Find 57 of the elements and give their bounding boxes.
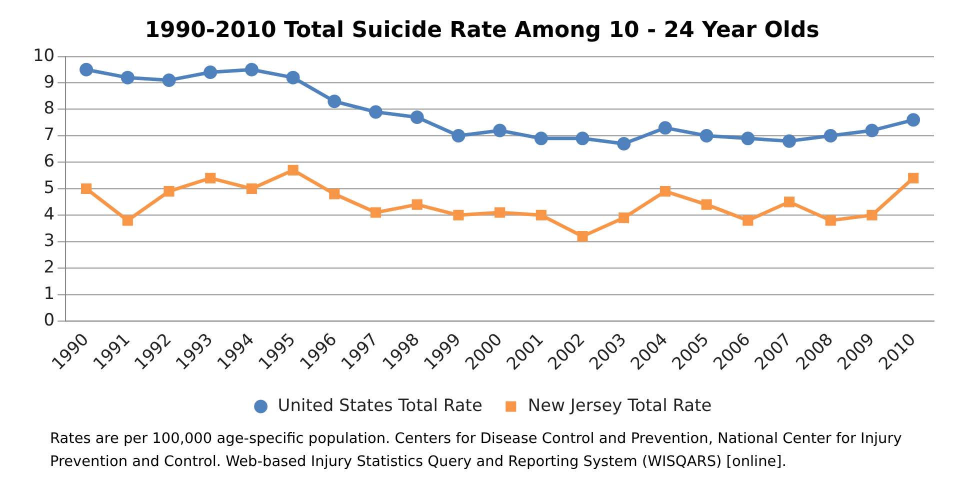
- y-tick-label: 8: [44, 98, 55, 119]
- point: [906, 113, 920, 127]
- point: [204, 66, 218, 80]
- point: [328, 94, 342, 108]
- point: [701, 199, 712, 210]
- point: [205, 172, 216, 184]
- y-tick-label: 9: [44, 72, 55, 92]
- point: [453, 210, 464, 220]
- point: [246, 183, 257, 194]
- point: [784, 196, 795, 208]
- point: [286, 70, 300, 84]
- point: [824, 129, 838, 143]
- text: Rates are per 100,000 age-specific population. Centers for Disease Control and Prevention, National Center for Injury Prevention and Control. Web-based Injury Statistics Query and Reporting System (WISQARS) [online].: [50, 430, 903, 472]
- y-tick-label: 6: [44, 152, 55, 172]
- point: [410, 110, 424, 124]
- point: [80, 62, 94, 76]
- y-tick-label: 2: [44, 257, 55, 278]
- point: [534, 132, 548, 146]
- point: [452, 129, 466, 143]
- point: [369, 105, 383, 119]
- y-tick-label: 3: [44, 231, 55, 252]
- y-tick-label: 5: [44, 178, 55, 198]
- point: [660, 186, 671, 197]
- legend-label: United States Total Rate: [278, 396, 482, 416]
- point: [370, 207, 382, 218]
- y-tick-label: 0: [44, 310, 55, 330]
- point: [120, 70, 134, 84]
- y-tick-label: 1: [44, 284, 55, 304]
- point: [576, 132, 590, 146]
- point: [536, 210, 546, 220]
- y-tick-label: 7: [44, 125, 55, 146]
- point: [618, 212, 630, 224]
- point: [908, 172, 919, 184]
- point: [825, 215, 836, 226]
- point: [741, 132, 755, 146]
- point: [782, 134, 796, 148]
- point: [493, 124, 507, 138]
- point: [122, 215, 133, 226]
- point: [288, 164, 298, 176]
- point: [244, 62, 258, 76]
- point: [865, 124, 879, 138]
- point: [494, 207, 506, 218]
- point: [866, 210, 878, 220]
- legend-label: New Jersey Total Rate: [528, 396, 712, 416]
- point: [742, 215, 754, 226]
- y-tick-label: 10: [32, 46, 55, 66]
- point: [700, 129, 714, 143]
- y-tick-label: 4: [44, 204, 55, 225]
- point: [164, 186, 174, 197]
- point: [412, 199, 422, 210]
- point: [617, 136, 631, 150]
- chart-title: 1990-2010 Total Suicide Rate Among 10 - 24 Year Olds: [144, 18, 820, 43]
- point: [658, 121, 672, 135]
- point: [577, 231, 588, 242]
- point: [329, 188, 340, 200]
- point: [81, 183, 92, 194]
- point: [162, 73, 176, 87]
